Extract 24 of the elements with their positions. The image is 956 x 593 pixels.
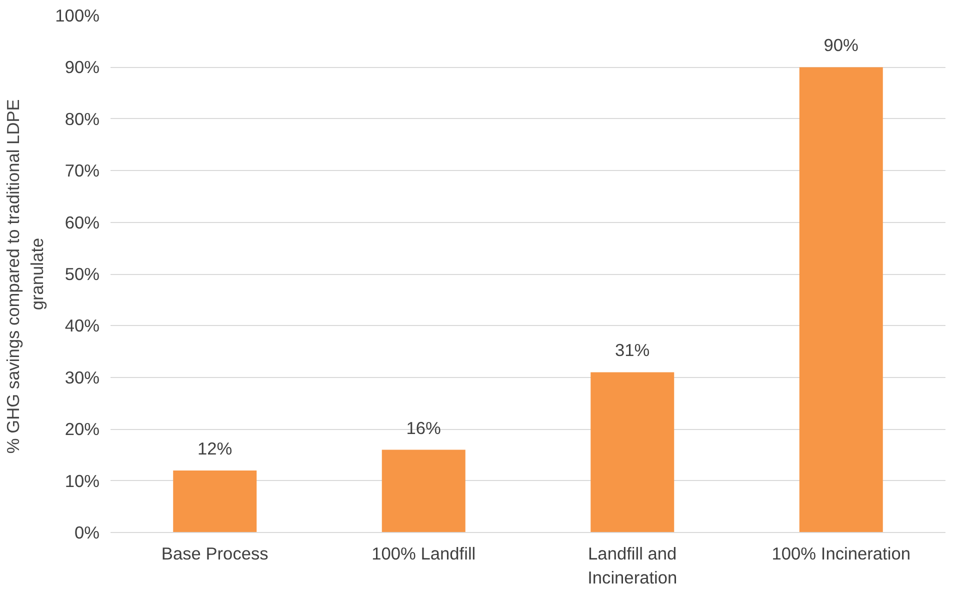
data-label: 90% [824, 35, 858, 56]
y-tick-label: 20% [64, 419, 100, 440]
bar [799, 67, 883, 532]
y-tick-label: 90% [64, 57, 100, 78]
x-tick-label: Landfill and Incineration [588, 544, 678, 588]
y-tick-label: 10% [64, 470, 100, 491]
bar [590, 372, 674, 532]
bar [382, 450, 466, 532]
data-label: 12% [198, 438, 232, 458]
y-tick-label: 50% [64, 264, 100, 284]
data-label: 16% [406, 418, 441, 438]
y-tick-label: 40% [64, 316, 100, 336]
data-label: 31% [615, 340, 650, 360]
x-tick-label: 100% Landfill [372, 544, 476, 564]
y-tick-label: 0% [74, 522, 100, 542]
x-tick-label: 100% Incineration [772, 544, 910, 564]
y-axis-title: % GHG savings compared to traditional LDPE granulate [3, 99, 48, 454]
bar [173, 470, 257, 532]
y-tick-label: 30% [64, 367, 100, 388]
y-tick-label: 100% [55, 6, 100, 26]
y-tick-label: 60% [64, 212, 100, 232]
y-tick-label: 70% [64, 160, 100, 181]
y-tick-label: 80% [64, 108, 100, 129]
x-tick-label: Base Process [161, 544, 269, 564]
